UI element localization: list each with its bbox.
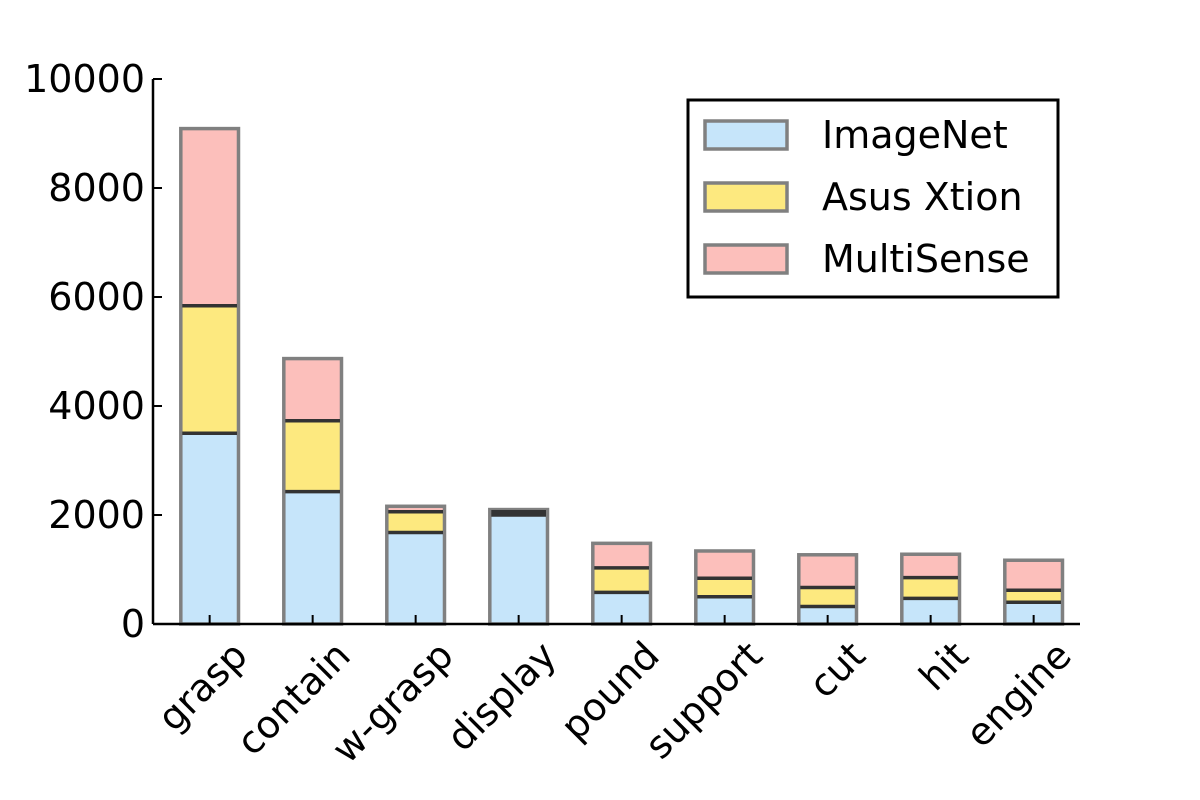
legend-label-imagenet: ImageNet <box>822 113 1008 157</box>
x-tick-label-hit: hit <box>911 633 977 699</box>
bar-display-imagenet <box>489 515 548 624</box>
legend-label-multisense: MultiSense <box>822 237 1030 281</box>
bar-engine-asus-xtion <box>1004 590 1063 603</box>
bar-pound-multisense <box>592 543 651 568</box>
legend-label-asus-xtion: Asus Xtion <box>822 175 1023 219</box>
legend-swatch-asus-xtion <box>703 181 789 213</box>
bar-engine-multisense <box>1004 560 1063 591</box>
y-tick-label-2000: 2000 <box>48 493 145 537</box>
bar-support-asus-xtion <box>695 578 754 597</box>
x-tick-label-cut: cut <box>800 633 873 706</box>
bar-w-grasp-imagenet <box>386 532 445 624</box>
x-tick-label-engine: engine <box>957 633 1080 756</box>
bar-grasp-asus-xtion <box>180 305 239 434</box>
bar-cut-multisense <box>798 554 857 588</box>
y-tick-label-0: 0 <box>121 602 145 646</box>
bar-grasp-imagenet <box>180 433 239 624</box>
bar-hit-multisense <box>901 554 960 578</box>
bar-grasp-multisense <box>180 128 239 306</box>
bar-w-grasp-asus-xtion <box>386 511 445 533</box>
bar-pound-asus-xtion <box>592 567 651 593</box>
y-tick-label-10000: 10000 <box>24 57 145 101</box>
bar-contain-multisense <box>283 358 342 421</box>
bar-hit-asus-xtion <box>901 577 960 599</box>
legend-swatch-imagenet <box>703 119 789 151</box>
legend-swatch-multisense <box>703 243 789 275</box>
x-tick-label-display: display <box>438 633 565 760</box>
y-tick-label-4000: 4000 <box>48 384 145 428</box>
bar-cut-asus-xtion <box>798 587 857 607</box>
bar-engine-imagenet <box>1004 602 1063 624</box>
bar-contain-imagenet <box>283 491 342 624</box>
bar-w-grasp-multisense <box>386 506 445 512</box>
y-tick-label-6000: 6000 <box>48 275 145 319</box>
bar-support-multisense <box>695 550 754 579</box>
legend: ImageNet Asus Xtion MultiSense <box>686 98 1060 299</box>
y-tick-label-8000: 8000 <box>48 166 145 210</box>
bar-contain-asus-xtion <box>283 420 342 492</box>
